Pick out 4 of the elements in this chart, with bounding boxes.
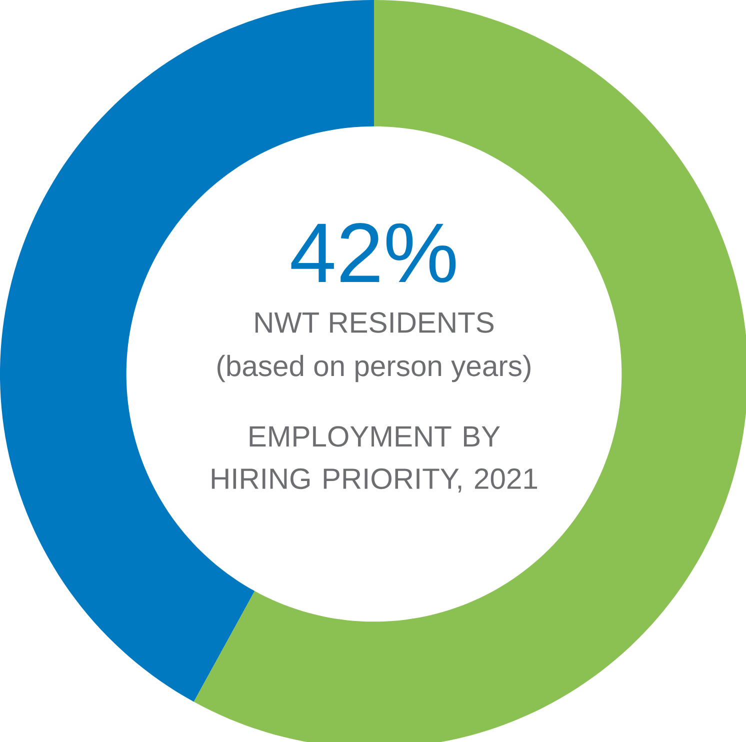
slice-label: NWT RESIDENTS <box>256 312 494 333</box>
text: EMPLOYMENT BY HIRING PRIORITY, 2021 <box>212 426 538 493</box>
data-label: 42% <box>291 222 456 283</box>
text: (based on person years) <box>218 354 530 382</box>
